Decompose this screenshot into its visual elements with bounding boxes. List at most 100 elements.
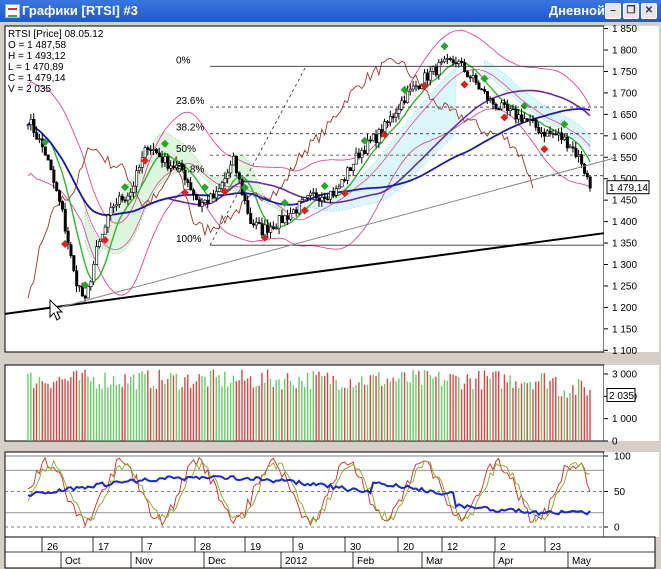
close-button[interactable]: ✕ <box>641 3 657 19</box>
candle-body <box>537 127 541 134</box>
candle-body <box>209 193 213 204</box>
candle-body <box>585 173 589 178</box>
restore-button[interactable]: ❐ <box>623 3 639 19</box>
volume-tick-label: 0 <box>612 437 618 448</box>
fractal-up-marker <box>440 42 449 51</box>
fractal-down-marker <box>500 113 509 122</box>
mouse-cursor-icon <box>49 298 64 321</box>
candle-body <box>394 113 398 118</box>
candle-body <box>485 91 489 101</box>
candle-body <box>83 295 87 299</box>
fractal-down-marker <box>101 235 110 244</box>
volume-tick-label: 1 000 <box>612 414 637 425</box>
period-label[interactable]: Дневной <box>548 3 605 18</box>
title-bar[interactable]: Графики [RTSI] #3 Дневной – ❐ ✕ <box>0 0 661 22</box>
candle-body <box>220 182 224 189</box>
date-day-label: 26 <box>47 542 59 553</box>
minimize-button[interactable]: – <box>605 3 621 19</box>
candle-body <box>337 186 341 189</box>
fib-trend-line <box>209 66 307 246</box>
candle-body <box>349 167 353 171</box>
legend-open: O = 1 487,58 <box>8 40 67 52</box>
candle-body <box>166 156 170 169</box>
candle-body <box>357 152 361 158</box>
candle-body <box>197 199 201 207</box>
candle-body <box>517 114 521 120</box>
price-tick-label: 1 600 <box>612 131 637 142</box>
candle-body <box>334 188 338 196</box>
candle-body <box>340 179 344 188</box>
candle-body <box>525 118 529 121</box>
candle-body <box>414 85 418 88</box>
candle-body <box>195 194 199 200</box>
candle-body <box>354 152 358 165</box>
chart-icon <box>5 4 20 18</box>
candle-body <box>120 195 124 201</box>
price-tick-label: 1 400 <box>612 217 637 228</box>
date-month-label: 2012 <box>285 556 308 567</box>
candle-body <box>543 131 547 137</box>
candle-body <box>311 192 315 195</box>
candle-body <box>117 195 121 205</box>
price-tick-label: 1 500 <box>612 174 637 185</box>
candle-body <box>471 75 475 79</box>
candle-body <box>109 207 113 216</box>
fractal-down-marker <box>180 188 189 197</box>
trend-line-support <box>59 157 615 308</box>
candle-body <box>232 155 236 166</box>
date-day-label: 7 <box>147 542 153 553</box>
candle-body <box>397 108 401 114</box>
candle-body <box>523 118 527 123</box>
candle-body <box>540 131 544 134</box>
price-tick-label: 1 850 <box>612 24 637 35</box>
candle-body <box>508 108 512 111</box>
date-day-label: 19 <box>250 542 262 553</box>
chart-canvas[interactable]: 0% 23.6% 38.2% 50% 61.8% 100% 1 850 1 800 1 750 1… <box>0 22 661 569</box>
candle-body <box>326 198 330 201</box>
candle-body <box>143 147 147 158</box>
candle-body <box>223 178 227 184</box>
candle-body <box>377 129 381 143</box>
ma-blue <box>27 108 591 216</box>
fractal-down-marker <box>61 240 70 249</box>
candle-body <box>106 214 110 228</box>
candle-body <box>152 149 156 151</box>
fractal-up-marker <box>400 85 409 94</box>
candle-body <box>446 58 450 60</box>
candle-body <box>477 82 481 90</box>
candle-body <box>269 226 273 233</box>
legend-low: L = 1 470,89 <box>8 62 64 74</box>
fractal-up-marker <box>320 181 329 190</box>
candle-body <box>528 119 532 121</box>
candle-body <box>183 169 187 181</box>
candle-body <box>155 149 159 154</box>
date-day-label: 9 <box>298 542 304 553</box>
price-tick-label: 1 750 <box>612 67 637 78</box>
fractal-up-marker <box>120 183 129 192</box>
candle-body <box>80 285 84 297</box>
candle-body <box>98 241 102 247</box>
legend-symbol: RTSI [Price] 08.05.12 <box>8 29 104 40</box>
candle-body <box>257 222 261 224</box>
candle-body <box>249 213 253 224</box>
candle-body <box>371 134 375 141</box>
bollinger-middle <box>27 68 591 251</box>
candle-body <box>500 102 504 110</box>
candle-body <box>434 66 438 76</box>
osc-tick-label: 0 <box>614 523 620 534</box>
candle-body <box>149 149 153 151</box>
osc-axis-bg <box>604 452 659 537</box>
candle-body <box>217 188 221 192</box>
date-day-label: 30 <box>350 542 362 553</box>
fib-level-label: 0% <box>176 55 191 66</box>
price-plot-group <box>26 29 592 302</box>
candle-body <box>132 185 136 193</box>
candle-body <box>363 150 367 154</box>
fib-level-label: 38.2% <box>176 123 204 134</box>
candle-body <box>189 182 193 191</box>
fib-level-label: 23.6% <box>176 96 204 107</box>
candle-body <box>451 59 455 64</box>
candle-body <box>26 124 30 126</box>
price-tick-label: 1 450 <box>612 196 637 207</box>
